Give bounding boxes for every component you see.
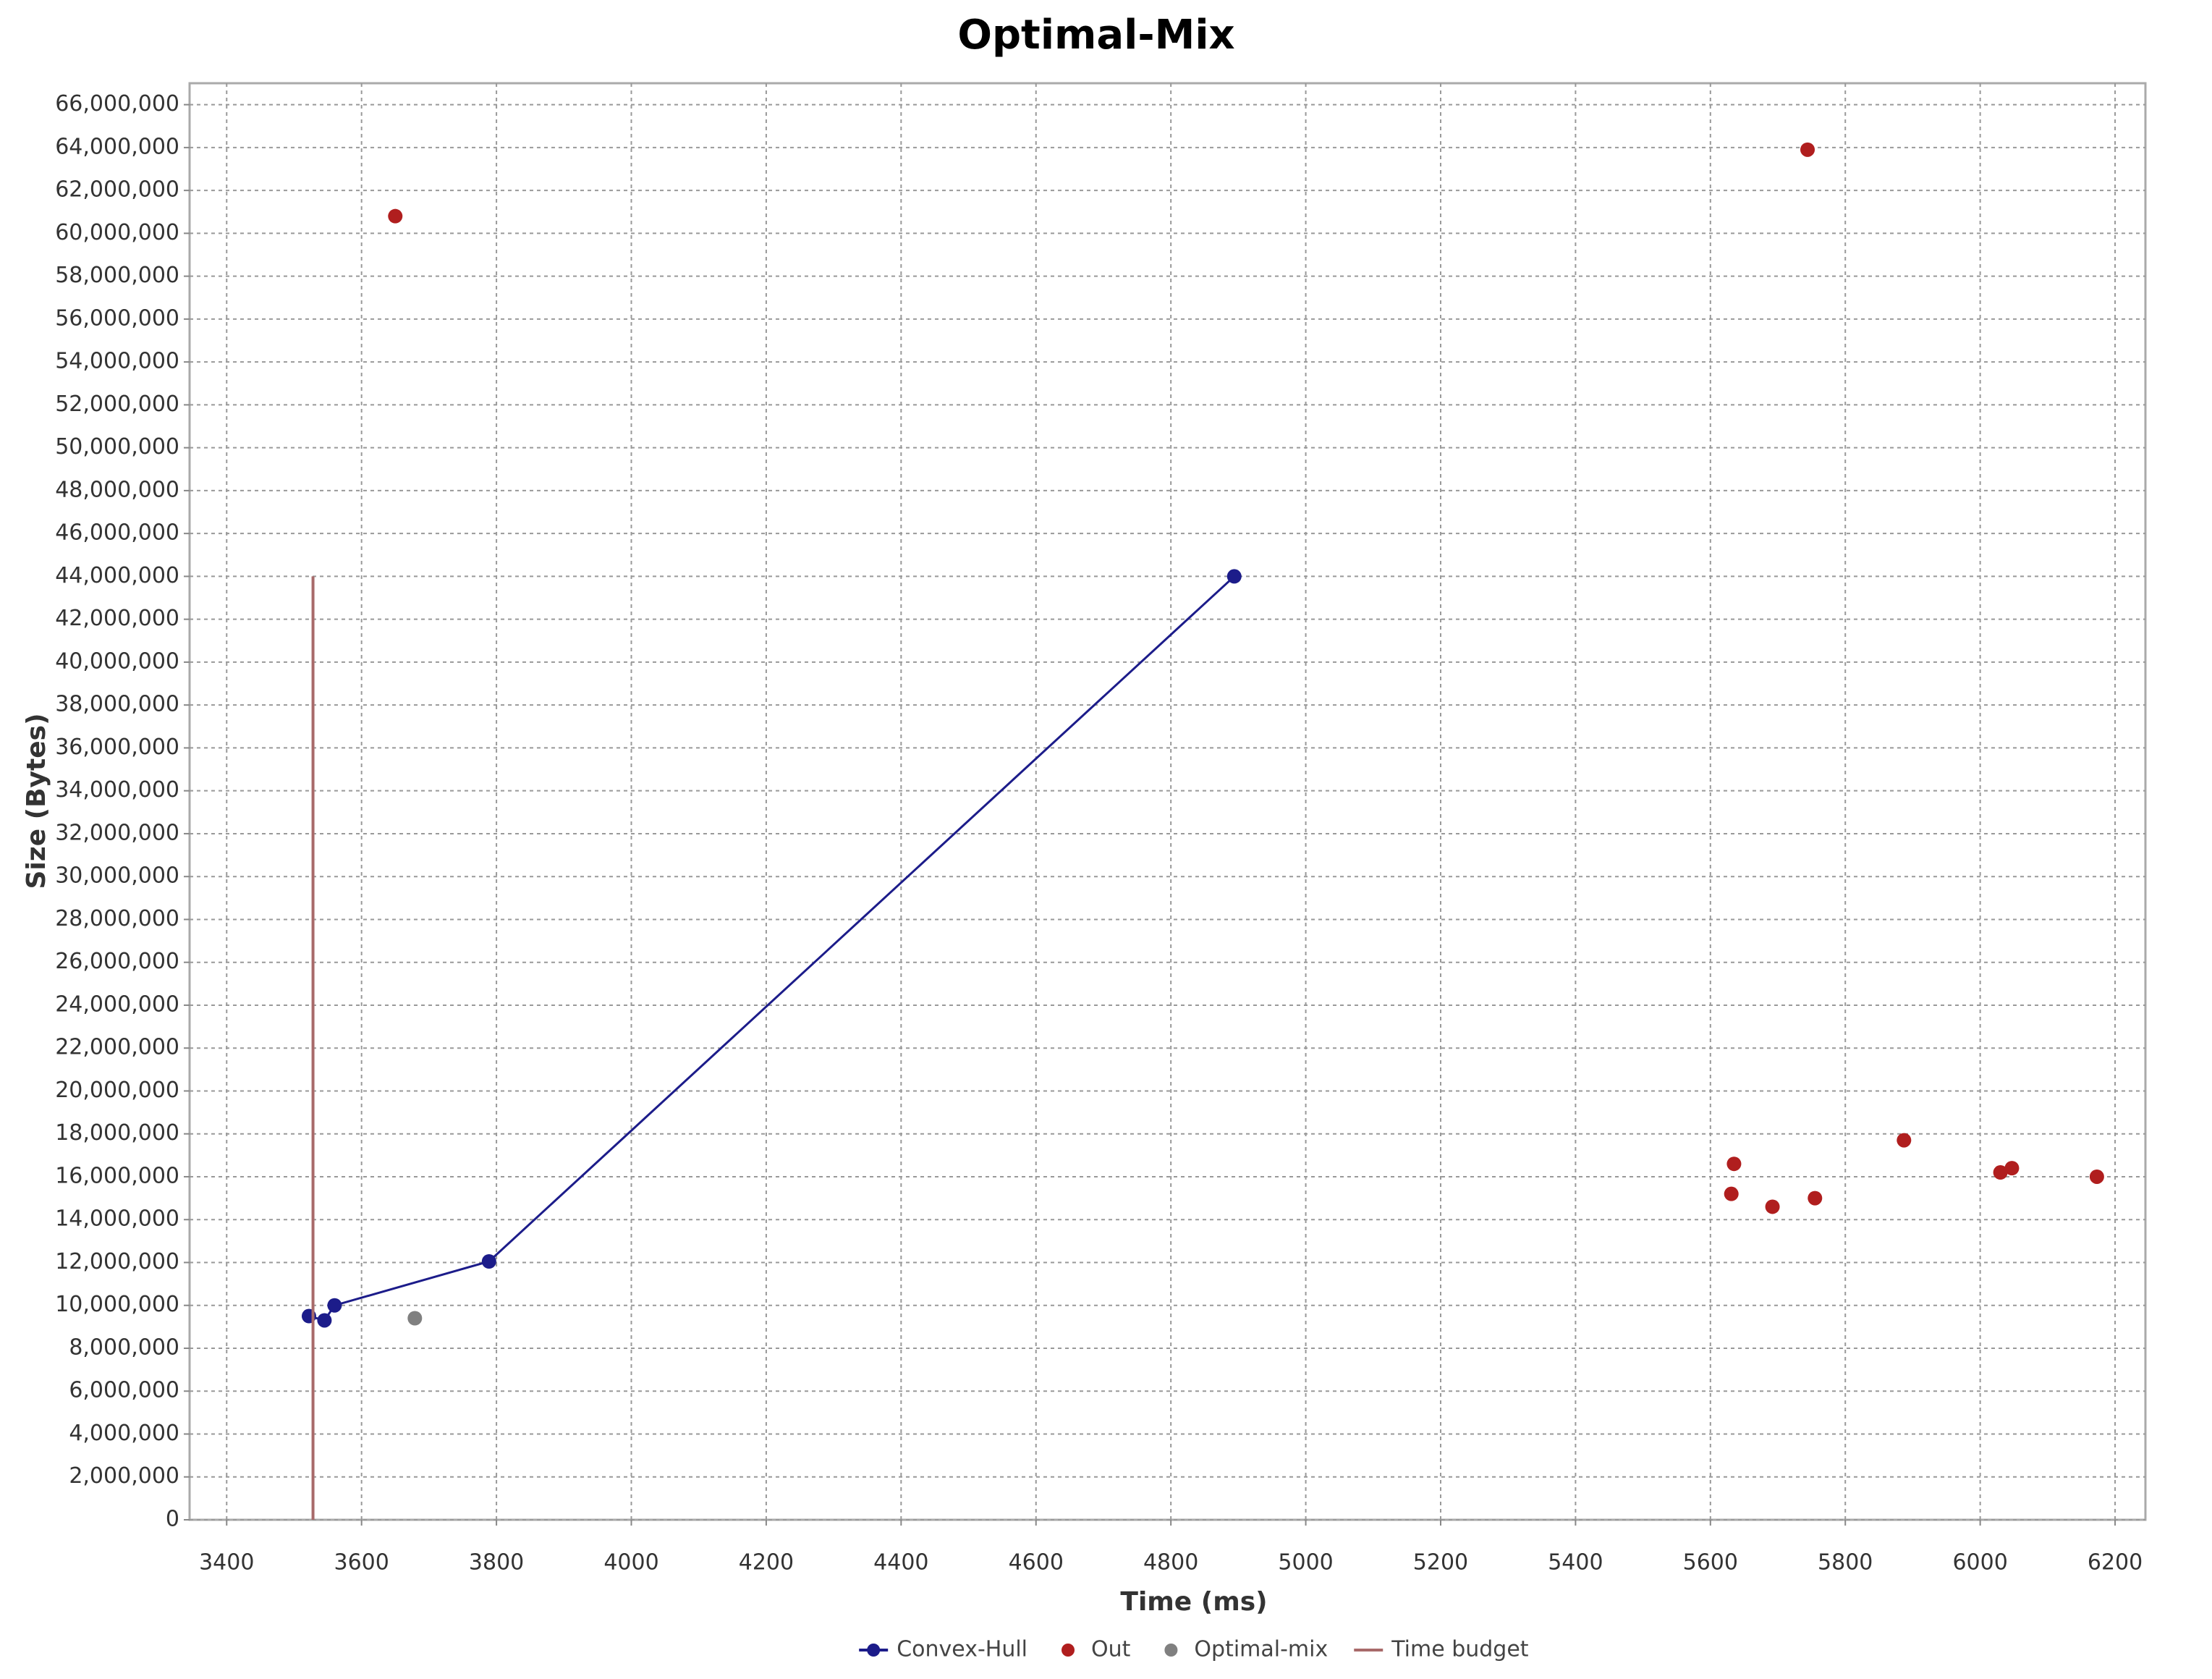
x-tick-label: 3600 [334, 1550, 389, 1576]
legend-label: Convex-Hull [897, 1637, 1027, 1662]
y-tick-label: 36,000,000 [55, 735, 179, 760]
data-point [1765, 1199, 1780, 1214]
y-tick-label: 24,000,000 [55, 991, 179, 1017]
legend-marker [867, 1644, 881, 1657]
legend: Convex-Hull Out Optimal-mix Time budget [859, 1637, 1529, 1662]
x-tick-label: 5200 [1413, 1550, 1468, 1576]
x-tick-label: 5600 [1683, 1550, 1738, 1576]
legend-label: Optimal-mix [1194, 1637, 1328, 1662]
data-point [2089, 1169, 2104, 1184]
y-tick-label: 16,000,000 [55, 1163, 179, 1188]
y-tick-label: 14,000,000 [55, 1206, 179, 1232]
data-point [2004, 1161, 2020, 1176]
data-point [317, 1313, 332, 1328]
x-tick-label: 6000 [1952, 1550, 2007, 1576]
data-point [1808, 1190, 1823, 1206]
y-tick-label: 32,000,000 [55, 820, 179, 845]
y-tick-label: 2,000,000 [69, 1463, 179, 1489]
y-tick-label: 44,000,000 [55, 563, 179, 588]
data-point [1800, 142, 1815, 157]
x-tick-label: 3400 [199, 1550, 254, 1576]
data-point [327, 1298, 342, 1313]
y-tick-label: 10,000,000 [55, 1292, 179, 1317]
y-tick-label: 6,000,000 [69, 1378, 179, 1403]
y-tick-label: 40,000,000 [55, 648, 179, 674]
legend-label: Out [1091, 1637, 1131, 1662]
y-tick-label: 66,000,000 [55, 91, 179, 117]
y-tick-label: 20,000,000 [55, 1078, 179, 1103]
y-tick-label: 34,000,000 [55, 777, 179, 803]
data-point [1993, 1165, 2008, 1180]
y-tick-label: 28,000,000 [55, 906, 179, 931]
plot-area [188, 82, 2147, 1521]
legend-label: Time budget [1391, 1637, 1529, 1662]
x-tick-label: 4600 [1009, 1550, 1064, 1576]
legend-marker [1164, 1644, 1178, 1657]
y-tick-label: 50,000,000 [55, 434, 179, 460]
data-point [1226, 569, 1242, 584]
data-point [1724, 1186, 1739, 1201]
y-tick-label: 52,000,000 [55, 392, 179, 417]
y-tick-label: 62,000,000 [55, 177, 179, 203]
y-tick-label: 4,000,000 [69, 1421, 179, 1446]
chart-title: Optimal-Mix [957, 12, 1234, 59]
y-tick-label: 56,000,000 [55, 305, 179, 331]
x-tick-label: 4800 [1143, 1550, 1198, 1576]
y-tick-label: 0 [166, 1507, 179, 1532]
y-tick-label: 64,000,000 [55, 134, 179, 159]
y-tick-label: 46,000,000 [55, 520, 179, 546]
y-tick-label: 12,000,000 [55, 1249, 179, 1274]
data-point [1726, 1156, 1742, 1172]
y-tick-label: 38,000,000 [55, 692, 179, 717]
x-tick-label: 5800 [1818, 1550, 1873, 1576]
legend-marker [1061, 1644, 1075, 1657]
y-tick-label: 58,000,000 [55, 263, 179, 288]
x-tick-label: 5400 [1548, 1550, 1603, 1576]
y-axis-label: Size (Bytes) [22, 713, 51, 889]
x-tick-label: 3800 [469, 1550, 524, 1576]
y-tick-label: 26,000,000 [55, 949, 179, 974]
data-point [388, 208, 403, 224]
y-tick-label: 22,000,000 [55, 1035, 179, 1060]
x-tick-label: 4000 [603, 1550, 658, 1576]
x-tick-label: 4200 [739, 1550, 794, 1576]
y-tick-label: 8,000,000 [69, 1335, 179, 1360]
y-tick-label: 42,000,000 [55, 606, 179, 631]
x-tick-label: 6200 [2088, 1550, 2143, 1576]
y-tick-label: 60,000,000 [55, 220, 179, 245]
y-tick-label: 18,000,000 [55, 1120, 179, 1146]
y-tick-label: 30,000,000 [55, 863, 179, 889]
y-tick-label: 48,000,000 [55, 477, 179, 502]
x-tick-label: 4400 [873, 1550, 928, 1576]
data-point [407, 1311, 423, 1326]
data-point [481, 1253, 496, 1269]
x-tick-label: 5000 [1278, 1550, 1333, 1576]
data-point [1897, 1133, 1912, 1148]
x-axis-label: Time (ms) [1120, 1587, 1267, 1617]
y-tick-label: 54,000,000 [55, 349, 179, 374]
